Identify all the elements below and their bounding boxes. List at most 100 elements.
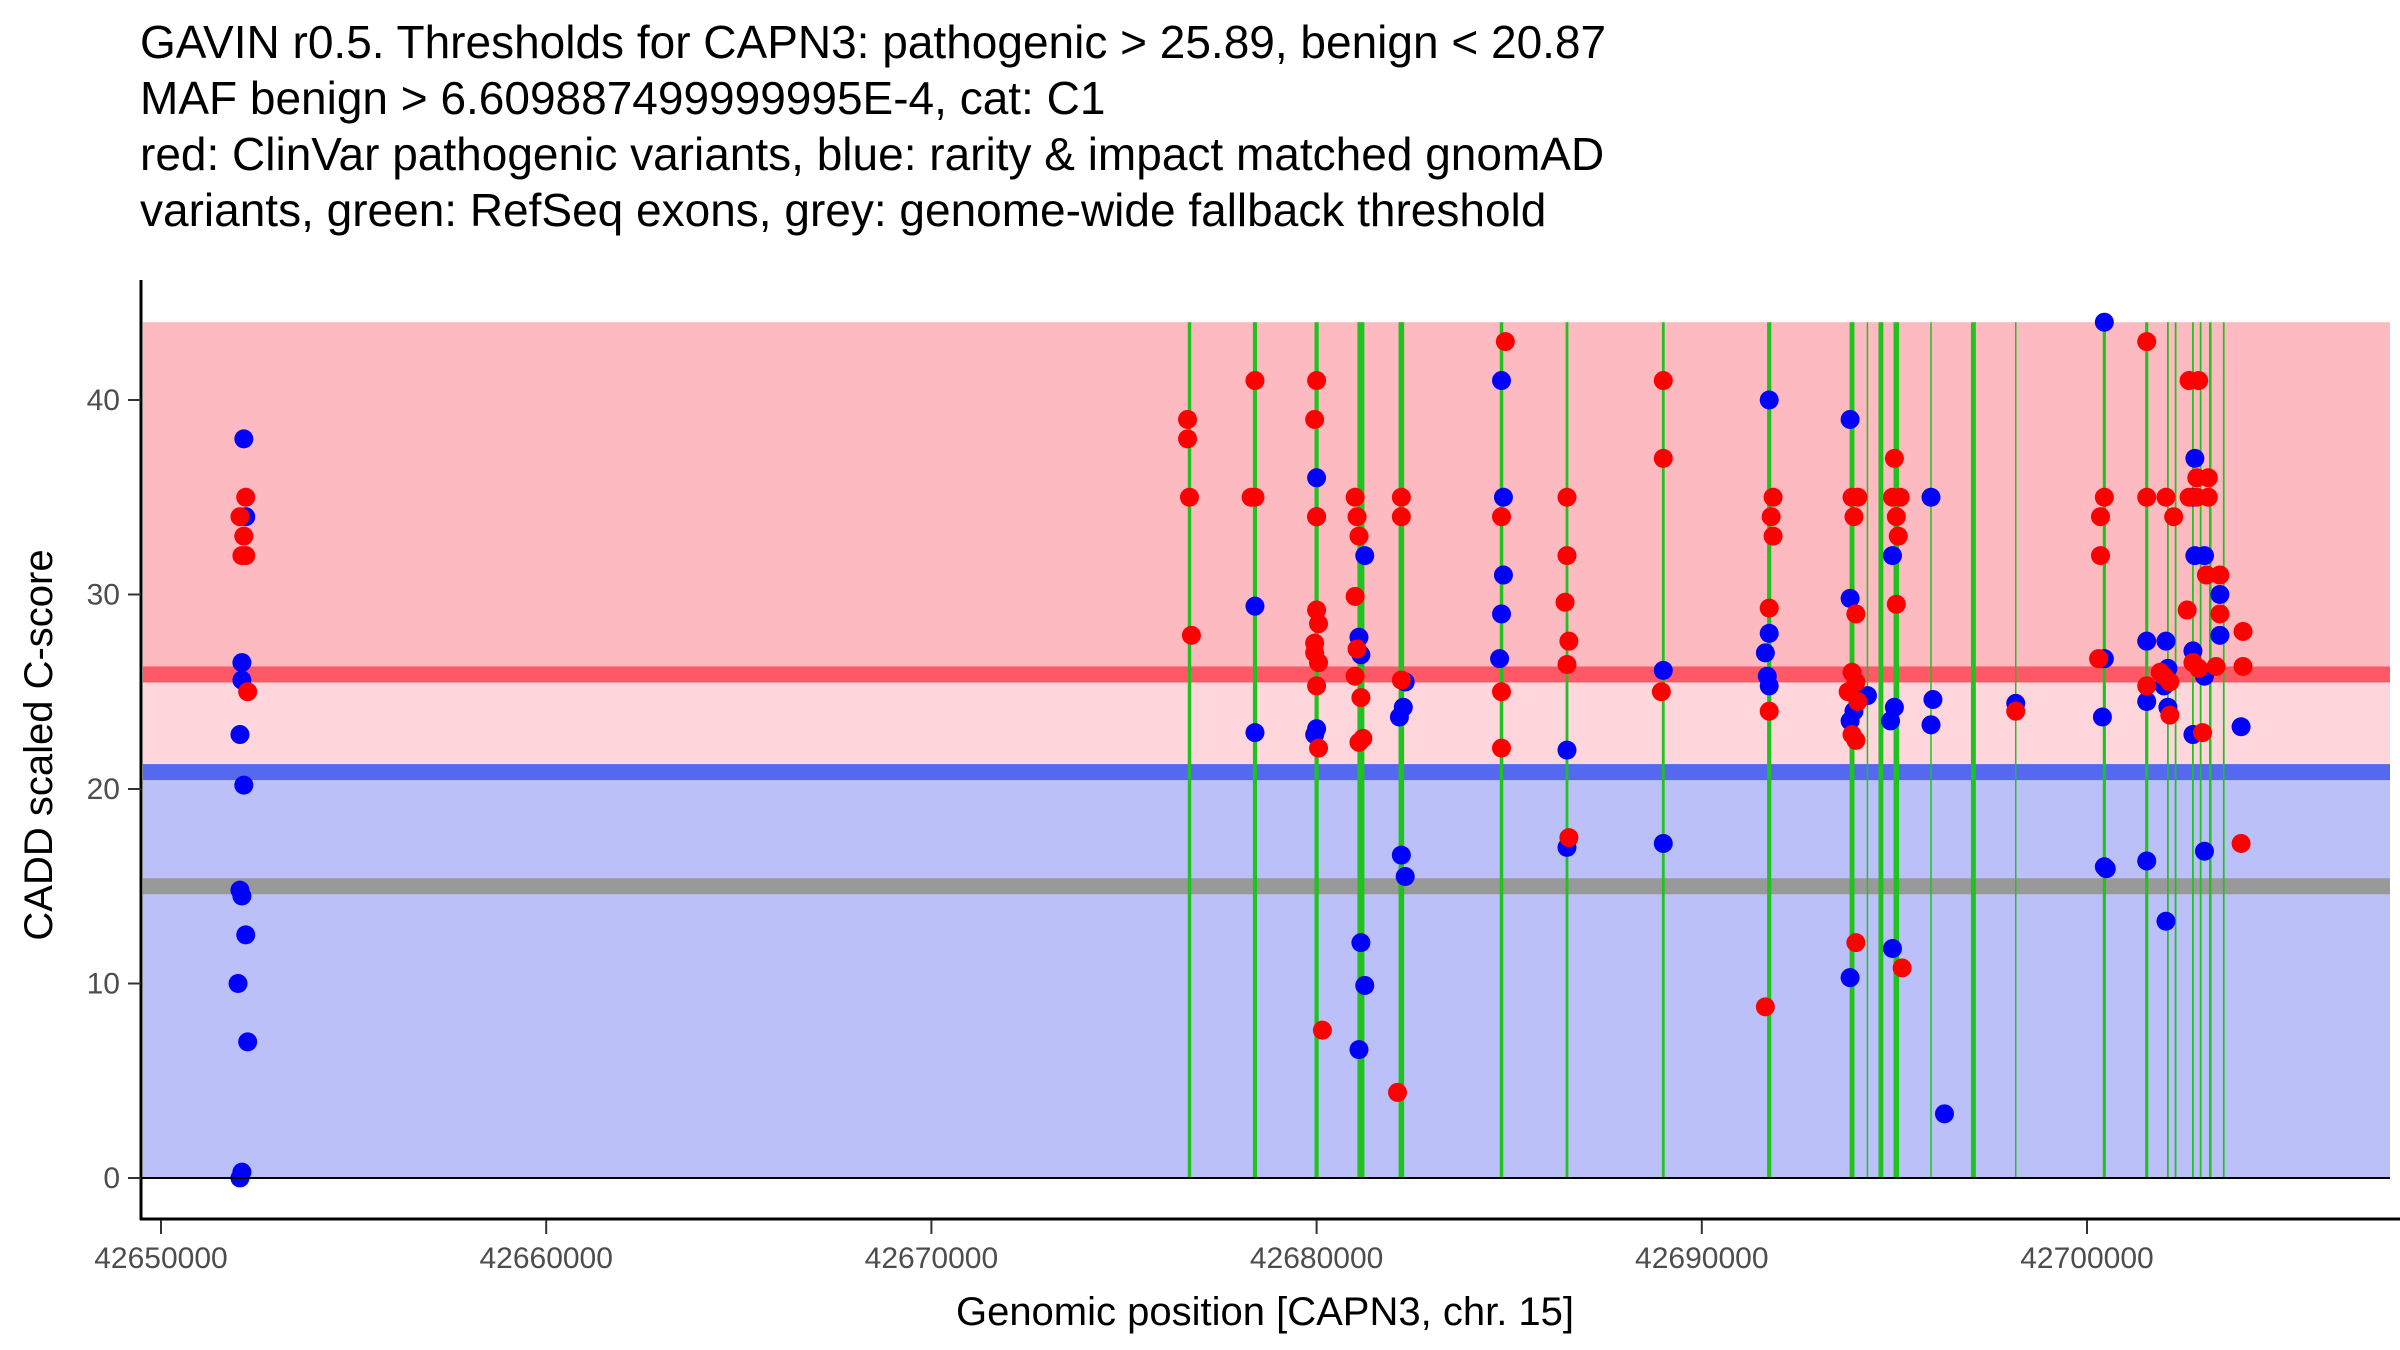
clinvar-point — [1848, 691, 1868, 711]
clinvar-point — [1307, 371, 1327, 391]
gnomad-point — [2096, 859, 2116, 879]
clinvar-point — [1890, 487, 1910, 507]
clinvar-point — [1353, 728, 1373, 748]
clinvar-point — [1307, 676, 1327, 696]
gnomad-point — [2231, 717, 2251, 737]
x-tick-label: 42700000 — [2020, 1242, 2153, 1275]
clinvar-point — [1555, 592, 1575, 612]
gnomad-point — [1882, 938, 1902, 958]
threshold-lines — [143, 666, 2390, 895]
benign-threshold-line — [143, 764, 2390, 781]
clinvar-point — [1345, 666, 1365, 686]
clinvar-point — [2198, 468, 2218, 488]
clinvar-point — [1557, 655, 1577, 675]
clinvar-point — [2189, 658, 2209, 678]
gnomad-point — [1493, 487, 1513, 507]
clinvar-point — [2193, 723, 2213, 743]
clinvar-point — [2231, 833, 2251, 853]
gnomad-point — [1921, 487, 1941, 507]
gnomad-point — [1491, 371, 1511, 391]
gnomad-point — [1307, 468, 1327, 488]
clinvar-point — [1245, 371, 1265, 391]
clinvar-point — [1763, 526, 1783, 546]
gnomad-point — [2210, 625, 2230, 645]
benign-zone — [143, 772, 2390, 1178]
gnomad-point — [2156, 631, 2176, 651]
clinvar-point — [2233, 656, 2253, 676]
clinvar-point — [1307, 507, 1327, 527]
vus-zone — [143, 674, 2390, 773]
gnomad-point — [1245, 723, 1265, 743]
clinvar-point — [234, 526, 254, 546]
gnomad-point — [1882, 546, 1902, 566]
gnomad-point — [1245, 596, 1265, 616]
clinvar-point — [1345, 586, 1365, 606]
gnomad-point — [1355, 975, 1375, 995]
clinvar-point — [1391, 670, 1411, 690]
gnomad-point — [232, 653, 252, 673]
gnomad-point — [1921, 715, 1941, 735]
y-tick-label: 10 — [87, 968, 120, 1001]
gnomad-point — [1351, 933, 1371, 953]
clinvar-point — [1888, 526, 1908, 546]
clinvar-point — [2089, 649, 2109, 669]
genome-wide-fallback-threshold-line — [143, 878, 2390, 895]
clinvar-point — [1886, 507, 1906, 527]
gnomad-point — [1355, 546, 1375, 566]
clinvar-point — [2177, 600, 2197, 620]
gnomad-point — [1759, 676, 1779, 696]
clinvar-point — [2210, 604, 2230, 624]
clinvar-point — [2006, 701, 2026, 721]
clinvar-point — [1761, 507, 1781, 527]
clinvar-point — [2090, 507, 2110, 527]
gnomad-point — [1934, 1104, 1954, 1124]
x-tick-label: 42670000 — [865, 1242, 998, 1275]
clinvar-point — [236, 546, 256, 566]
clinvar-point — [1886, 594, 1906, 614]
clinvar-point — [1653, 371, 1673, 391]
clinvar-point — [1495, 332, 1515, 352]
clinvar-point — [2160, 672, 2180, 692]
gnomad-point — [2194, 841, 2214, 861]
clinvar-point — [2137, 676, 2157, 696]
clinvar-point — [1846, 604, 1866, 624]
clinvar-point — [2189, 371, 2209, 391]
clinvar-point — [2090, 546, 2110, 566]
pathogenic-zone — [143, 322, 2390, 675]
clinvar-point — [2164, 507, 2184, 527]
clinvar-point — [1491, 738, 1511, 758]
exon-lines — [1187, 322, 2225, 1178]
gnomad-point — [2194, 546, 2214, 566]
chart-legend-text-2: variants, green: RefSeq exons, grey: gen… — [140, 184, 1547, 236]
clinvar-point — [238, 682, 258, 702]
clinvar-point — [1347, 639, 1367, 659]
y-axis-title: CADD scaled C-score — [17, 549, 61, 940]
clinvar-point — [1345, 487, 1365, 507]
clinvar-point — [2198, 487, 2218, 507]
gnomad-point — [1349, 1040, 1369, 1060]
y-tick-label: 40 — [87, 384, 120, 417]
clinvar-point — [230, 507, 250, 527]
data-points — [228, 312, 2253, 1188]
x-tick-label: 42660000 — [479, 1242, 612, 1275]
gnomad-point — [1490, 649, 1510, 669]
clinvar-point — [1309, 738, 1329, 758]
clinvar-point — [1892, 958, 1912, 978]
gnomad-point — [1557, 740, 1577, 760]
gnomad-point — [1840, 588, 1860, 608]
gnomad-point — [230, 725, 250, 745]
x-axis-title: Genomic position [CAPN3, chr. 15] — [956, 1290, 1574, 1334]
gnomad-point — [236, 925, 256, 945]
y-tick-label: 0 — [103, 1162, 120, 1195]
clinvar-point — [1347, 507, 1367, 527]
gnomad-point — [2092, 707, 2112, 727]
clinvar-point — [1491, 507, 1511, 527]
gnomad-point — [2137, 691, 2157, 711]
clinvar-point — [2137, 487, 2157, 507]
x-tick-label: 42680000 — [1250, 1242, 1383, 1275]
gnomad-point — [1389, 707, 1409, 727]
gnomad-point — [1881, 711, 1901, 731]
clinvar-point — [2137, 332, 2157, 352]
axis-ticks: 42650000 42660000 42670000 42680000 42690000… — [87, 384, 2154, 1275]
